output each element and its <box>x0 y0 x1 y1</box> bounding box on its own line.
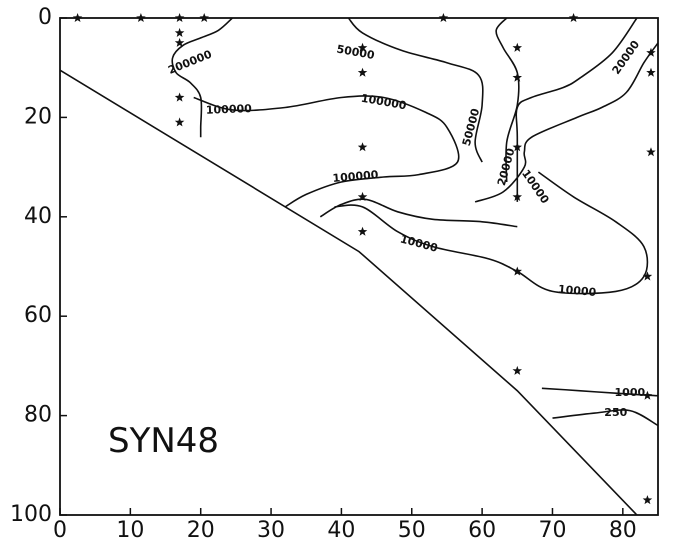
station-marker <box>512 42 522 52</box>
station-layer <box>72 13 656 505</box>
station-marker <box>174 92 185 102</box>
contour-line-250 <box>552 409 659 427</box>
contour-line-20000 <box>474 42 659 203</box>
contour-line-100000 <box>193 95 460 208</box>
station-marker <box>72 13 83 22</box>
x-tick-label: 20 <box>187 518 215 541</box>
contour-label-layer: 200000 100000 100000 100000 50000 50000 20000 2… <box>166 38 645 419</box>
y-tick-label: 0 <box>38 5 52 30</box>
contour-label: 200000 <box>166 48 214 77</box>
station-marker <box>512 191 522 201</box>
contour-label: 250 <box>604 406 627 419</box>
x-tick-label: 0 <box>53 518 67 541</box>
contour-line-1000 <box>541 387 659 397</box>
station-marker <box>174 37 185 47</box>
station-marker <box>136 13 146 22</box>
contour-label: 10000 <box>558 283 598 299</box>
contour-label: 100000 <box>332 168 379 185</box>
contour-label: 10000 <box>399 232 440 255</box>
contour-line-100000 <box>319 198 518 228</box>
x-axis-ticks: 0 10 20 30 40 50 60 70 80 <box>53 508 637 541</box>
bottom-boundary-line <box>59 69 638 516</box>
station-marker <box>357 67 368 77</box>
station-marker <box>357 42 368 52</box>
x-tick-label: 60 <box>468 518 496 541</box>
y-tick-label: 100 <box>10 502 52 527</box>
contour-line-200000 <box>171 17 233 138</box>
contour-label: 50000 <box>460 107 483 148</box>
station-marker <box>512 365 522 375</box>
station-marker <box>174 13 185 22</box>
station-marker <box>512 266 522 276</box>
station-marker <box>646 67 656 77</box>
x-tick-label: 80 <box>609 518 637 541</box>
y-axis-ticks: 0 20 40 60 80 100 <box>10 5 67 527</box>
x-tick-label: 70 <box>538 518 566 541</box>
station-marker <box>642 390 653 400</box>
contour-layer <box>171 17 659 427</box>
station-marker <box>512 142 522 152</box>
station-marker <box>646 47 656 57</box>
station-marker <box>357 226 368 236</box>
contour-label: 20000 <box>610 38 643 77</box>
y-tick-label: 40 <box>24 204 52 229</box>
y-tick-label: 60 <box>24 303 52 328</box>
y-tick-label: 80 <box>24 403 52 428</box>
station-marker <box>357 142 368 152</box>
station-marker <box>512 72 522 82</box>
station-marker <box>174 117 185 127</box>
station-marker <box>438 13 449 22</box>
plot-frame <box>59 17 659 516</box>
station-marker <box>174 27 185 37</box>
bottom-boundary-layer <box>59 69 638 516</box>
contour-label: 100000 <box>206 102 253 117</box>
contour-label: 100000 <box>360 92 408 113</box>
station-marker <box>357 191 368 201</box>
contour-line-20000 <box>515 17 638 202</box>
x-tick-label: 10 <box>116 518 144 541</box>
x-tick-label: 40 <box>327 518 355 541</box>
contour-label: 10000 <box>519 167 552 206</box>
contour-line-10000 <box>334 171 649 295</box>
contour-label: 1000 <box>615 386 646 399</box>
plot-annotation: SYN48 <box>108 421 219 461</box>
station-marker <box>199 13 209 22</box>
station-marker <box>646 147 656 157</box>
x-tick-label: 50 <box>398 518 426 541</box>
contour-label: 50000 <box>336 43 376 63</box>
station-marker <box>642 271 653 281</box>
station-marker <box>568 13 579 22</box>
x-tick-label: 30 <box>257 518 285 541</box>
y-tick-label: 20 <box>24 104 52 129</box>
station-marker <box>642 495 653 505</box>
contour-line-50000 <box>347 17 484 163</box>
